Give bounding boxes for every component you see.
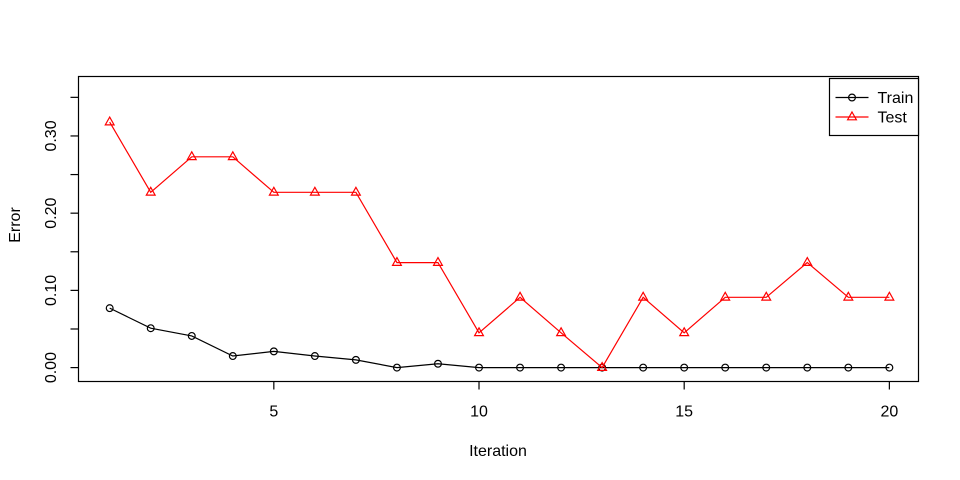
train-point xyxy=(187,331,196,340)
test-point xyxy=(719,291,731,301)
train-point xyxy=(269,347,278,356)
test-point xyxy=(227,150,239,161)
test-point xyxy=(678,326,690,337)
train-point xyxy=(885,363,894,372)
train-point xyxy=(475,363,484,372)
train-point xyxy=(351,355,360,364)
test-point xyxy=(268,186,280,196)
test-point xyxy=(432,256,444,266)
test-point xyxy=(801,256,813,266)
plot-area: 0.00 0.10 0.20 0.30 5 10 15 20 Train Test xyxy=(43,75,920,421)
x-tick-label-10: 10 xyxy=(470,404,488,421)
y-tick-label-0.20: 0.20 xyxy=(43,197,60,228)
x-tick-label-15: 15 xyxy=(675,404,693,421)
test-point xyxy=(883,291,895,301)
test-point xyxy=(350,186,362,196)
x-tick-label-5: 5 xyxy=(269,404,278,421)
legend-train-marker xyxy=(847,93,856,102)
train-point xyxy=(516,363,525,372)
train-point xyxy=(228,352,237,361)
train-point xyxy=(310,352,319,361)
train-point xyxy=(433,359,442,368)
legend-label-train: Train xyxy=(878,90,914,107)
train-point xyxy=(105,304,114,313)
test-point xyxy=(842,291,854,301)
train-point xyxy=(844,363,853,372)
train-point xyxy=(803,363,812,372)
plot-border xyxy=(77,75,920,383)
legend-box xyxy=(828,77,920,137)
train-point xyxy=(762,363,771,372)
test-point xyxy=(186,150,198,161)
test-point xyxy=(596,361,608,372)
y-tick-label-0.10: 0.10 xyxy=(43,275,60,306)
x-axis-title: Iteration xyxy=(469,443,527,460)
train-point xyxy=(680,363,689,372)
legend-test-marker xyxy=(846,110,858,121)
train-point xyxy=(639,363,648,372)
test-point xyxy=(104,115,116,126)
test-point xyxy=(555,326,567,337)
y-tick-label-0.00: 0.00 xyxy=(43,352,60,383)
train-point xyxy=(557,363,566,372)
y-tick-label-0.30: 0.30 xyxy=(43,120,60,151)
train-point xyxy=(721,363,730,372)
x-tick-label-20: 20 xyxy=(880,404,898,421)
legend-label-test: Test xyxy=(878,110,908,127)
test-point xyxy=(760,291,772,301)
train-line xyxy=(109,307,890,369)
train-point xyxy=(146,324,155,333)
test-point xyxy=(391,256,403,266)
test-line xyxy=(109,121,890,369)
train-point xyxy=(392,363,401,372)
test-point xyxy=(637,291,649,301)
test-point xyxy=(145,186,157,196)
test-point xyxy=(309,186,321,196)
test-point xyxy=(514,291,526,301)
y-axis-title: Error xyxy=(7,207,24,243)
test-point xyxy=(473,326,485,337)
